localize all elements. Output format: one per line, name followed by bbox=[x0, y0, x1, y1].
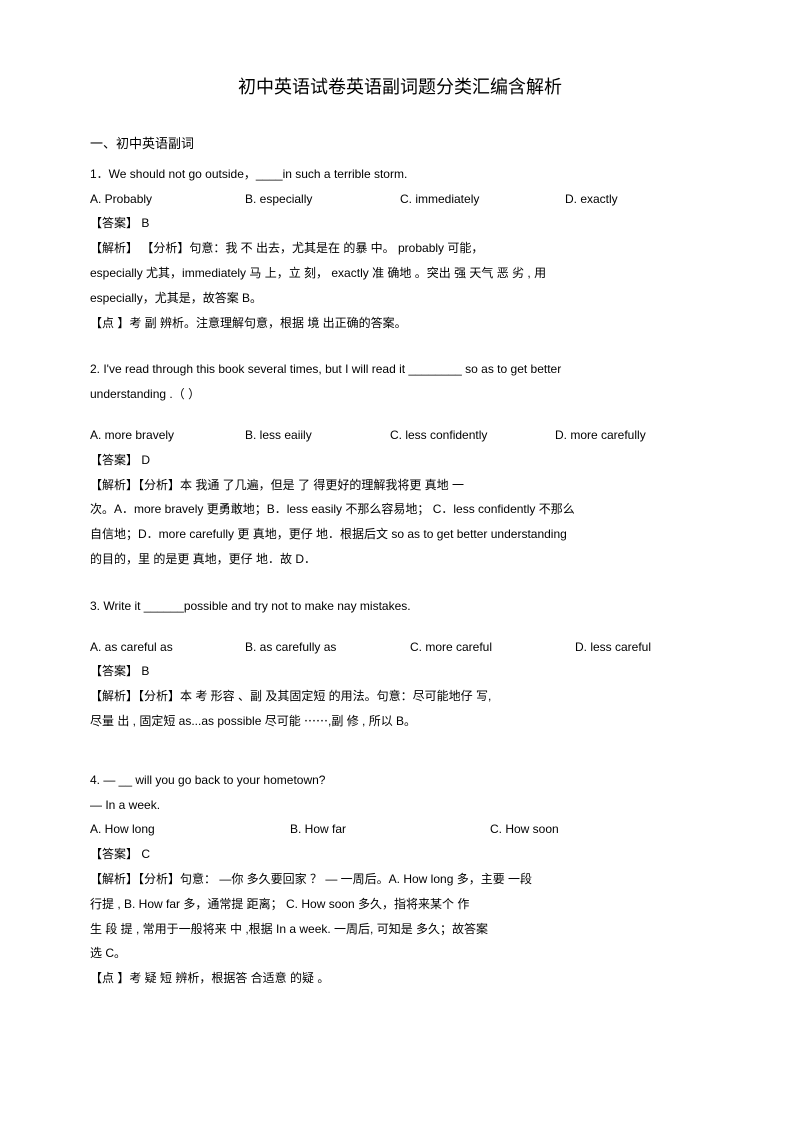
q3-opt-c: C. more careful bbox=[410, 636, 575, 659]
q3-options: A. as careful as B. as carefully as C. m… bbox=[90, 636, 710, 659]
q1-analysis-1: 【解析】 【分析】句意：我 不 出去，尤其是在 的暴 中。 probably 可… bbox=[90, 237, 710, 260]
question-1: 1．We should not go outside，____in such a… bbox=[90, 163, 710, 335]
q1-opt-b: B. especially bbox=[245, 188, 400, 211]
q4-analysis-1: 【解析】【分析】句意： —你 多久要回家 ？ — 一周后。A. How long… bbox=[90, 868, 710, 891]
q1-analysis-2: especially 尤其，immediately 马 上，立 刻， exact… bbox=[90, 262, 710, 285]
q1-opt-a: A. Probably bbox=[90, 188, 245, 211]
q3-analysis-2: 尽量 出 , 固定短 as...as possible 尽可能 ⋯⋯,副 修 ,… bbox=[90, 710, 710, 733]
q2-analysis-3: 自信地；D．more carefully 更 真地，更仔 地．根据后文 so a… bbox=[90, 523, 710, 546]
q4-text: 4. — __ will you go back to your hometow… bbox=[90, 769, 710, 792]
q4-text2: — In a week. bbox=[90, 794, 710, 817]
question-2: 2. I've read through this book several t… bbox=[90, 358, 710, 570]
question-4: 4. — __ will you go back to your hometow… bbox=[90, 769, 710, 990]
q1-analysis-3: especially，尤其是，故答案 B。 bbox=[90, 287, 710, 310]
q3-answer: 【答案】 B bbox=[90, 660, 710, 683]
q4-analysis-4: 选 C。 bbox=[90, 942, 710, 965]
q3-opt-a: A. as careful as bbox=[90, 636, 245, 659]
q2-analysis-1: 【解析】【分析】本 我通 了几遍，但是 了 得更好的理解我将更 真地 一 bbox=[90, 474, 710, 497]
q2-text2: understanding .（ ） bbox=[90, 383, 710, 406]
q3-analysis-1: 【解析】【分析】本 考 形容 、副 及其固定短 的用法。句意：尽可能地仔 写, bbox=[90, 685, 710, 708]
q2-opt-a: A. more bravely bbox=[90, 424, 245, 447]
q1-point: 【点 】考 副 辨析。注意理解句意，根据 境 出正确的答案。 bbox=[90, 312, 710, 335]
section-heading: 一、初中英语副词 bbox=[90, 132, 710, 157]
q2-options: A. more bravely B. less eaiily C. less c… bbox=[90, 424, 710, 447]
q2-text: 2. I've read through this book several t… bbox=[90, 358, 710, 381]
q4-analysis-3: 生 段 提 , 常用于一般将来 中 ,根据 In a week. 一周后, 可知… bbox=[90, 918, 710, 941]
q1-opt-c: C. immediately bbox=[400, 188, 565, 211]
q4-opt-c: C. How soon bbox=[490, 818, 559, 841]
q4-answer: 【答案】 C bbox=[90, 843, 710, 866]
page-title: 初中英语试卷英语副词题分类汇编含解析 bbox=[90, 70, 710, 104]
q4-point: 【点 】考 疑 短 辨析，根据答 合适意 的疑 。 bbox=[90, 967, 710, 990]
q4-opt-a: A. How long bbox=[90, 818, 290, 841]
q4-options: A. How long B. How far C. How soon bbox=[90, 818, 710, 841]
q2-opt-d: D. more carefully bbox=[555, 424, 646, 447]
q1-options: A. Probably B. especially C. immediately… bbox=[90, 188, 710, 211]
q3-opt-b: B. as carefully as bbox=[245, 636, 410, 659]
q3-text: 3. Write it ______possible and try not t… bbox=[90, 595, 710, 618]
q1-opt-d: D. exactly bbox=[565, 188, 618, 211]
q2-analysis-2: 次。A．more bravely 更勇敢地；B．less easily 不那么容… bbox=[90, 498, 710, 521]
q2-analysis-4: 的目的，里 的是更 真地，更仔 地．故 D． bbox=[90, 548, 710, 571]
q3-opt-d: D. less careful bbox=[575, 636, 651, 659]
q2-opt-b: B. less eaiily bbox=[245, 424, 390, 447]
q2-opt-c: C. less confidently bbox=[390, 424, 555, 447]
q1-answer: 【答案】 B bbox=[90, 212, 710, 235]
q4-opt-b: B. How far bbox=[290, 818, 490, 841]
q1-text: 1．We should not go outside，____in such a… bbox=[90, 163, 710, 186]
q4-analysis-2: 行提 , B. How far 多，通常提 距离； C. How soon 多久… bbox=[90, 893, 710, 916]
question-3: 3. Write it ______possible and try not t… bbox=[90, 595, 710, 733]
q2-answer: 【答案】 D bbox=[90, 449, 710, 472]
